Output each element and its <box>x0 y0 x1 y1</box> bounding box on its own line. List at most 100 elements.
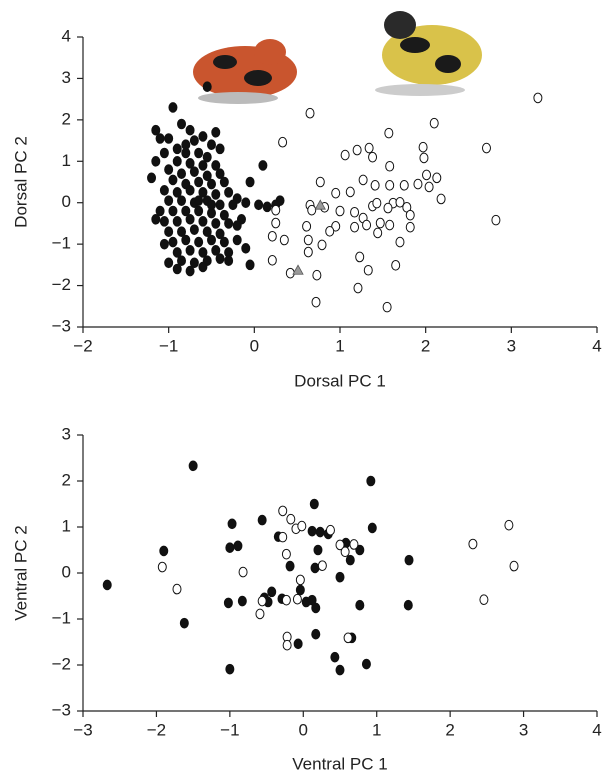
point <box>189 135 199 146</box>
point <box>335 539 345 551</box>
point <box>198 216 208 227</box>
point <box>254 199 264 211</box>
point <box>164 164 174 175</box>
point <box>185 158 195 169</box>
point <box>223 597 233 609</box>
x-tick-label: 2 <box>445 720 454 739</box>
point <box>179 617 189 629</box>
point <box>305 107 315 119</box>
point <box>151 155 161 167</box>
point <box>233 540 243 552</box>
point <box>278 531 288 543</box>
y-tick-label: 0 <box>62 562 71 581</box>
point <box>189 224 199 235</box>
point <box>194 176 204 188</box>
point <box>228 199 238 211</box>
point <box>177 195 187 206</box>
point <box>168 102 178 113</box>
point <box>429 117 439 129</box>
point <box>219 176 229 188</box>
point <box>271 217 281 229</box>
point <box>164 257 174 269</box>
point <box>185 124 195 136</box>
x-tick-label: −2 <box>147 720 166 739</box>
point <box>436 193 446 205</box>
point <box>159 184 169 196</box>
point <box>385 219 395 231</box>
point <box>383 202 393 214</box>
point <box>194 236 204 248</box>
point <box>225 663 235 675</box>
point <box>355 599 365 611</box>
point <box>172 187 182 198</box>
point <box>172 216 182 227</box>
x-tick-label: 1 <box>372 720 381 739</box>
point <box>219 209 229 221</box>
point <box>355 251 365 263</box>
point <box>172 155 182 167</box>
y-tick-label: −2 <box>52 654 71 673</box>
point <box>350 221 360 233</box>
point <box>311 296 321 308</box>
point <box>202 170 212 182</box>
point <box>331 187 341 199</box>
point <box>385 160 395 172</box>
point <box>311 628 321 640</box>
x-axis-label: Dorsal PC 1 <box>294 371 386 390</box>
point <box>343 632 353 644</box>
point <box>295 574 305 586</box>
point <box>278 505 288 517</box>
point <box>368 151 378 163</box>
x-tick-label: −2 <box>73 336 92 355</box>
point <box>185 265 195 277</box>
point <box>181 139 191 151</box>
point <box>189 166 199 177</box>
point <box>172 247 182 258</box>
point <box>509 560 519 572</box>
point <box>207 199 216 211</box>
point <box>312 269 322 281</box>
point <box>181 205 191 217</box>
point <box>309 498 319 510</box>
y-tick-label: −1 <box>52 608 71 627</box>
point <box>159 545 169 557</box>
point <box>382 301 392 313</box>
y-tick-label: −2 <box>52 275 71 294</box>
point <box>102 579 112 591</box>
point <box>188 460 198 472</box>
point <box>292 593 302 605</box>
x-tick-label: 3 <box>519 720 528 739</box>
point <box>424 181 434 193</box>
point <box>295 584 305 596</box>
point <box>330 651 340 663</box>
x-tick-label: 0 <box>250 336 259 355</box>
point <box>297 520 307 532</box>
point <box>302 221 312 232</box>
point <box>238 566 248 578</box>
point <box>164 195 174 206</box>
point <box>353 282 363 294</box>
point <box>232 234 242 246</box>
point <box>257 595 267 607</box>
frog-illustration <box>375 11 482 96</box>
y-tick-label: −3 <box>52 700 71 719</box>
point <box>177 168 187 180</box>
point <box>241 242 251 254</box>
point <box>352 144 362 156</box>
point <box>215 199 225 211</box>
y-tick-label: 0 <box>62 192 71 211</box>
point <box>177 118 187 130</box>
point <box>285 267 295 279</box>
y-tick-label: 3 <box>62 68 71 87</box>
point <box>395 197 405 208</box>
point <box>168 236 178 248</box>
point <box>215 253 225 264</box>
point <box>172 263 182 275</box>
point <box>172 583 182 595</box>
point <box>225 542 235 554</box>
point <box>355 544 365 556</box>
point <box>194 205 204 217</box>
point <box>198 261 208 273</box>
point <box>227 518 237 530</box>
point <box>168 205 178 217</box>
